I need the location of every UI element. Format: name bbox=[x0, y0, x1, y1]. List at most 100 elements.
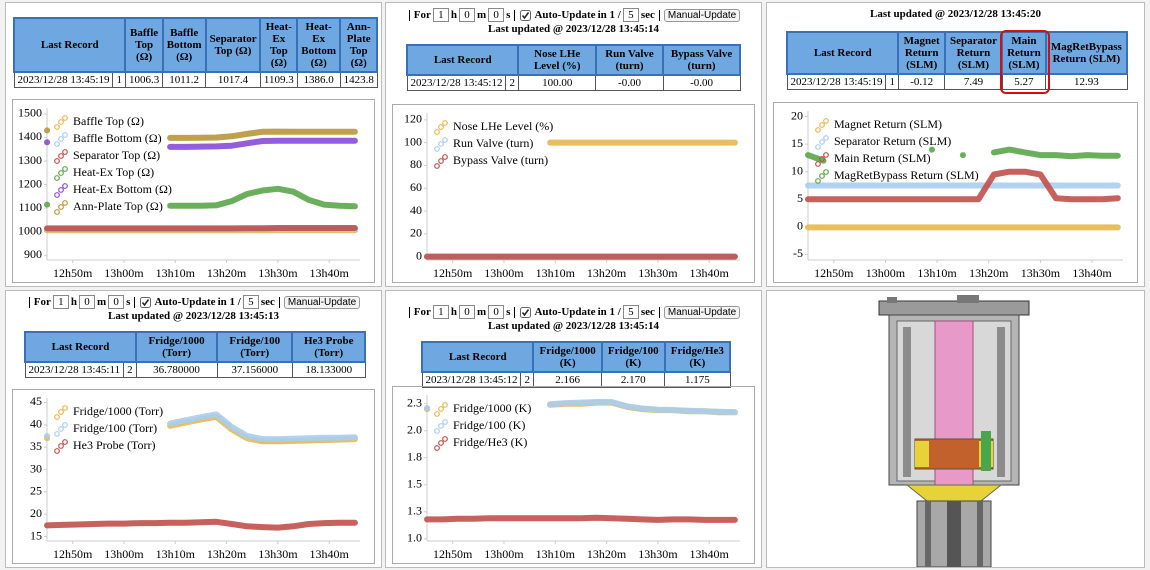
y-tick-label: 40 bbox=[30, 417, 42, 431]
y-tick-label: 25 bbox=[30, 484, 42, 498]
legend-marker bbox=[55, 159, 60, 164]
x-tick-label: 13h00m bbox=[866, 266, 906, 280]
legend-marker bbox=[443, 437, 448, 442]
legend-marker bbox=[824, 153, 829, 158]
legend-marker bbox=[59, 205, 64, 210]
data-cell: 1011.2 bbox=[163, 72, 206, 88]
header-cell: Last Record bbox=[407, 45, 518, 75]
data-cell: 1 bbox=[886, 74, 899, 90]
legend-marker bbox=[59, 137, 64, 142]
hours-input[interactable]: 1 bbox=[53, 295, 69, 309]
manual-update-button[interactable]: Manual-Update bbox=[664, 306, 740, 319]
interval-input[interactable]: 5 bbox=[243, 295, 259, 309]
y-tick-label: 120 bbox=[404, 112, 422, 126]
legend-marker bbox=[439, 441, 444, 446]
seconds-input[interactable]: 0 bbox=[488, 8, 504, 22]
legend-marker bbox=[443, 155, 448, 160]
legend-icon bbox=[816, 136, 829, 150]
manual-update-button[interactable]: Manual-Update bbox=[284, 296, 360, 309]
label: For bbox=[414, 306, 431, 318]
interval-input[interactable]: 5 bbox=[623, 8, 639, 22]
x-tick-label: 13h00m bbox=[484, 547, 524, 561]
label: in 1 / bbox=[598, 9, 621, 21]
cryostat-diagram bbox=[767, 291, 1144, 567]
last-updated: Last updated @ 2023/12/28 13:45:13 bbox=[6, 310, 381, 322]
legend-marker bbox=[55, 193, 60, 198]
legend-marker bbox=[816, 162, 821, 167]
legend-marker bbox=[443, 121, 448, 126]
header-cell: Fridge/1000 (K) bbox=[533, 342, 601, 372]
x-tick-label: 13h10m bbox=[536, 266, 576, 280]
legend-marker bbox=[820, 174, 825, 179]
x-tick-label: 13h20m bbox=[587, 547, 627, 561]
y-tick-label: 45 bbox=[30, 394, 42, 408]
hours-input[interactable]: 1 bbox=[433, 8, 449, 22]
legend-marker bbox=[55, 210, 60, 215]
y-tick-label: 1.3 bbox=[407, 504, 422, 518]
legend-label: He3 Probe (Torr) bbox=[73, 438, 155, 452]
data-cell: 2023/12/28 13:45:11 bbox=[25, 362, 124, 378]
manual-update-button[interactable]: Manual-Update bbox=[664, 9, 740, 22]
y-tick-label: 5 bbox=[797, 191, 803, 205]
legend-marker bbox=[63, 201, 68, 206]
data-row: 2023/12/28 13:45:11236.78000037.15600018… bbox=[25, 362, 365, 378]
x-tick-label: 13h20m bbox=[207, 266, 247, 280]
auto-update-checkbox[interactable] bbox=[520, 10, 531, 21]
legend-icon bbox=[55, 440, 68, 454]
x-tick-label: 13h30m bbox=[638, 266, 678, 280]
legend-marker bbox=[439, 125, 444, 130]
y-tick-label: 10 bbox=[791, 163, 803, 177]
y-tick-label: 1300 bbox=[18, 153, 42, 167]
controls: For1h0m0sAuto-Updatein 1 /5secManual-Upd… bbox=[386, 305, 761, 319]
legend-icon bbox=[55, 423, 68, 437]
minutes-input[interactable]: 0 bbox=[79, 295, 95, 309]
unit: h bbox=[451, 9, 457, 21]
x-tick-label: 13h30m bbox=[258, 266, 298, 280]
separator bbox=[514, 10, 515, 21]
legend-icon bbox=[55, 150, 68, 164]
header-cell: Nose LHe Level (%) bbox=[518, 45, 595, 75]
header-cell: Baffle Top (Ω) bbox=[125, 18, 162, 72]
y-tick-label: 1.5 bbox=[407, 477, 422, 491]
auto-update-checkbox[interactable] bbox=[140, 297, 151, 308]
seconds-input[interactable]: 0 bbox=[108, 295, 124, 309]
minutes-input[interactable]: 0 bbox=[459, 8, 475, 22]
auto-update-checkbox[interactable] bbox=[520, 307, 531, 318]
last-updated: Last updated @ 2023/12/28 13:45:20 bbox=[767, 8, 1144, 20]
last-updated: Last updated @ 2023/12/28 13:45:14 bbox=[386, 320, 761, 332]
label: Auto-Update bbox=[534, 306, 595, 318]
y-tick-label: 20 bbox=[410, 226, 422, 240]
legend-icon bbox=[435, 138, 448, 152]
x-tick-label: 13h10m bbox=[156, 547, 196, 561]
legend-marker bbox=[63, 150, 68, 155]
unit: h bbox=[451, 306, 457, 318]
separator bbox=[409, 10, 410, 21]
data-cell: 1386.0 bbox=[297, 72, 340, 88]
legend-marker bbox=[59, 154, 64, 159]
data-cell: 18.133000 bbox=[292, 362, 365, 378]
header-cell: Bypass Valve (turn) bbox=[663, 45, 740, 75]
header-cell: Ann-Plate Top (Ω) bbox=[340, 18, 377, 72]
seconds-input[interactable]: 0 bbox=[488, 305, 504, 319]
legend-label: Fridge/100 (Torr) bbox=[73, 421, 157, 435]
data-cell: 7.49 bbox=[945, 74, 1002, 90]
unit: s bbox=[126, 296, 130, 308]
x-tick-label: 13h30m bbox=[638, 547, 678, 561]
legend-label: Separator Return (SLM) bbox=[834, 134, 951, 148]
x-tick-label: 13h30m bbox=[258, 547, 298, 561]
legend-marker bbox=[63, 116, 68, 121]
separator bbox=[134, 297, 135, 308]
fitting bbox=[887, 297, 897, 303]
unit: m bbox=[477, 306, 486, 318]
label: Auto-Update bbox=[154, 296, 215, 308]
hours-input[interactable]: 1 bbox=[433, 305, 449, 319]
data-cell: 100.00 bbox=[518, 75, 595, 91]
minutes-input[interactable]: 0 bbox=[459, 305, 475, 319]
legend-label: Separator Top (Ω) bbox=[73, 148, 160, 162]
interval-input[interactable]: 5 bbox=[623, 305, 639, 319]
data-cell: -0.00 bbox=[663, 75, 740, 91]
chart: 02040608010012012h50m13h00m13h10m13h20m1… bbox=[392, 104, 755, 283]
